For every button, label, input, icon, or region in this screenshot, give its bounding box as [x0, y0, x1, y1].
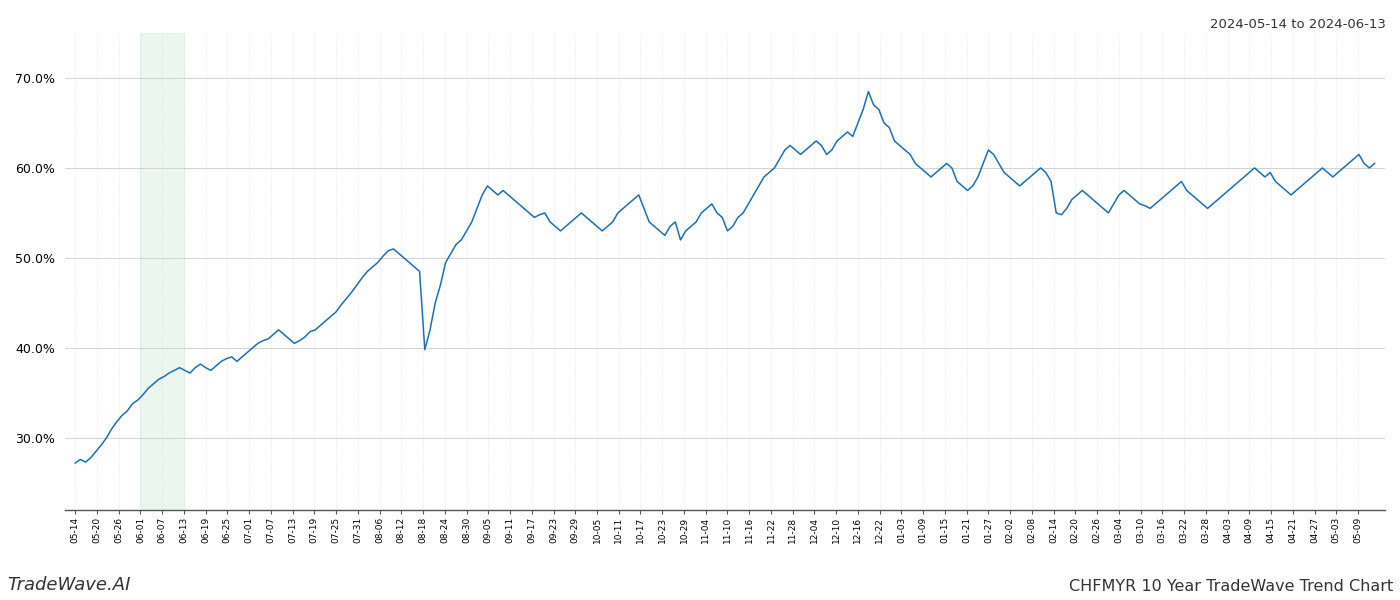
Bar — [140, 33, 183, 510]
Text: 2024-05-14 to 2024-06-13: 2024-05-14 to 2024-06-13 — [1210, 18, 1386, 31]
Text: TradeWave.AI: TradeWave.AI — [7, 576, 130, 594]
Text: CHFMYR 10 Year TradeWave Trend Chart: CHFMYR 10 Year TradeWave Trend Chart — [1068, 579, 1393, 594]
